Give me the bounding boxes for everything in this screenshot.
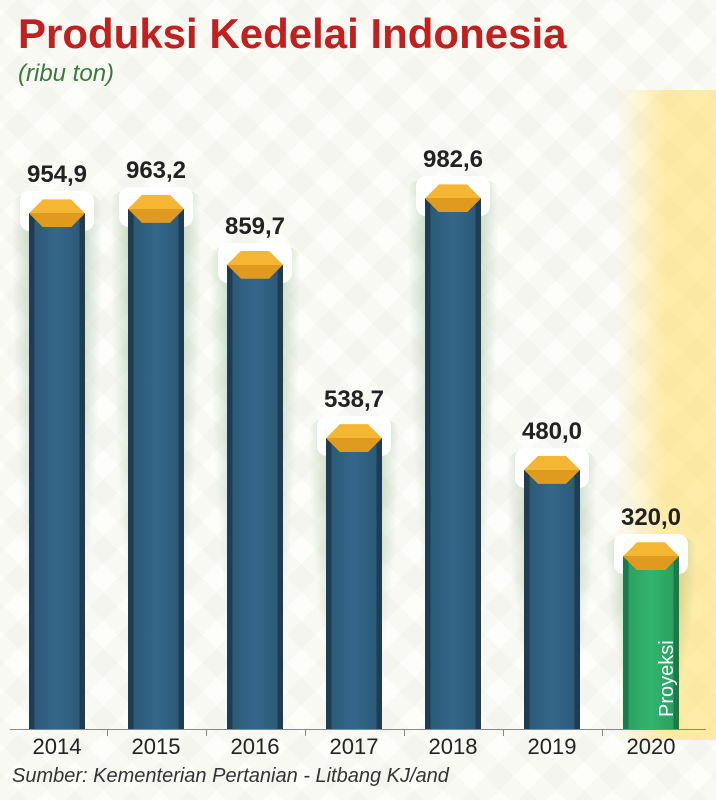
x-tick (602, 730, 603, 736)
source-text: Sumber: Kementerian Pertanian - Litbang … (12, 765, 449, 788)
projection-label: Proyeksi (656, 640, 679, 717)
bar-body (128, 209, 184, 729)
bar-body (326, 438, 382, 729)
value-label: 480,0 (492, 418, 612, 446)
x-axis-label: 2017 (305, 734, 403, 760)
x-axis-label: 2019 (503, 734, 601, 760)
value-label: 982,6 (393, 146, 513, 174)
bar-cap (326, 424, 382, 452)
bar (416, 99, 490, 729)
x-tick (305, 730, 306, 736)
x-tick (206, 730, 207, 736)
bar-cap (425, 184, 481, 212)
bar (515, 99, 589, 729)
bar (119, 99, 193, 729)
bar-cap (29, 199, 85, 227)
x-tick (503, 730, 504, 736)
bar-body (524, 470, 580, 729)
chart-subtitle: (ribu ton) (18, 60, 114, 88)
x-axis-label: 2014 (8, 734, 106, 760)
x-tick (404, 730, 405, 736)
x-axis-labels: 2014201520162017201820192020 (10, 734, 706, 764)
chart-title: Produksi Kedelai Indonesia (18, 10, 566, 58)
x-axis-label: 2020 (602, 734, 700, 760)
value-label: 320,0 (591, 504, 711, 532)
bar-body (29, 213, 85, 729)
bar-cap (227, 251, 283, 279)
bar: Proyeksi (614, 99, 688, 729)
x-axis-label: 2016 (206, 734, 304, 760)
bar-cap (128, 195, 184, 223)
bar-body (227, 265, 283, 729)
bar-cap (623, 542, 679, 570)
value-label: 538,7 (294, 386, 414, 414)
bar-cap (524, 456, 580, 484)
value-label: 963,2 (96, 157, 216, 185)
bar-body (425, 198, 481, 729)
x-tick (107, 730, 108, 736)
x-axis-label: 2018 (404, 734, 502, 760)
bar (20, 99, 94, 729)
bar (218, 99, 292, 729)
chart-plot-area: 954,9963,2859,7538,7982,6480,0Proyeksi32… (10, 100, 706, 730)
value-label: 859,7 (195, 213, 315, 241)
x-axis-label: 2015 (107, 734, 205, 760)
